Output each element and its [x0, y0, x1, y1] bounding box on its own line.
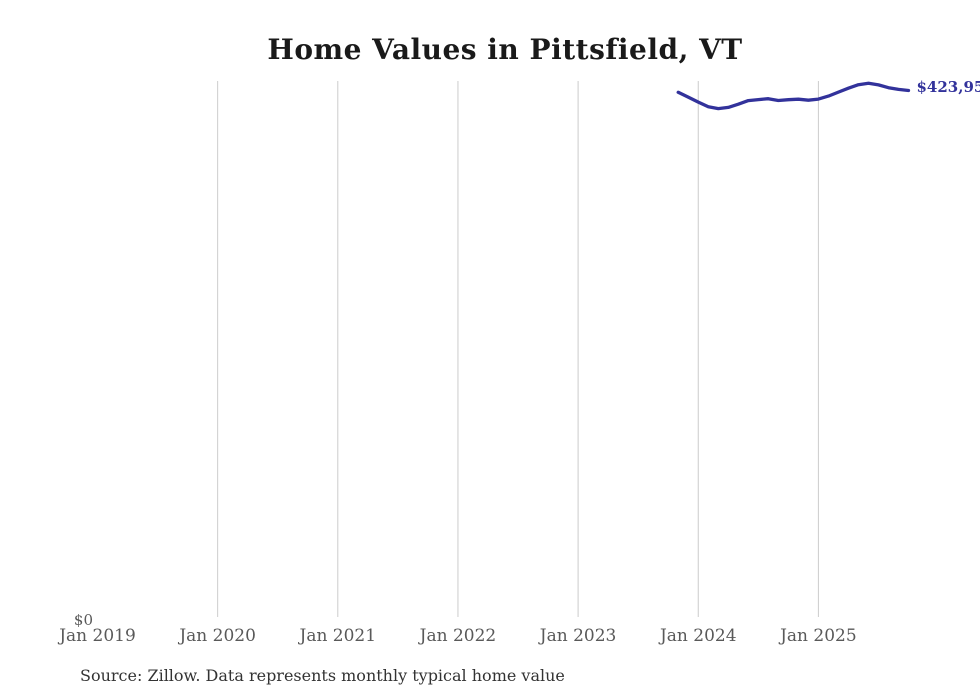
current-value-label: $423,953	[916, 78, 980, 97]
source-note: Source: Zillow. Data represents monthly …	[80, 666, 565, 685]
x-axis-tick-label: Jan 2022	[418, 626, 497, 646]
x-axis-tick-label: Jan 2019	[57, 626, 136, 646]
x-axis-tick-label: Jan 2020	[177, 626, 256, 646]
chart-title: Home Values in Pittsfield, VT	[267, 33, 743, 66]
y-axis-zero-label: $0	[74, 611, 93, 629]
x-axis-tick-label: Jan 2021	[298, 626, 377, 646]
x-axis-tick-label: Jan 2023	[538, 626, 617, 646]
home-value-line	[676, 81, 911, 111]
x-axis-tick-label: Jan 2025	[778, 626, 857, 646]
x-axis-tick-label: Jan 2024	[658, 626, 737, 646]
